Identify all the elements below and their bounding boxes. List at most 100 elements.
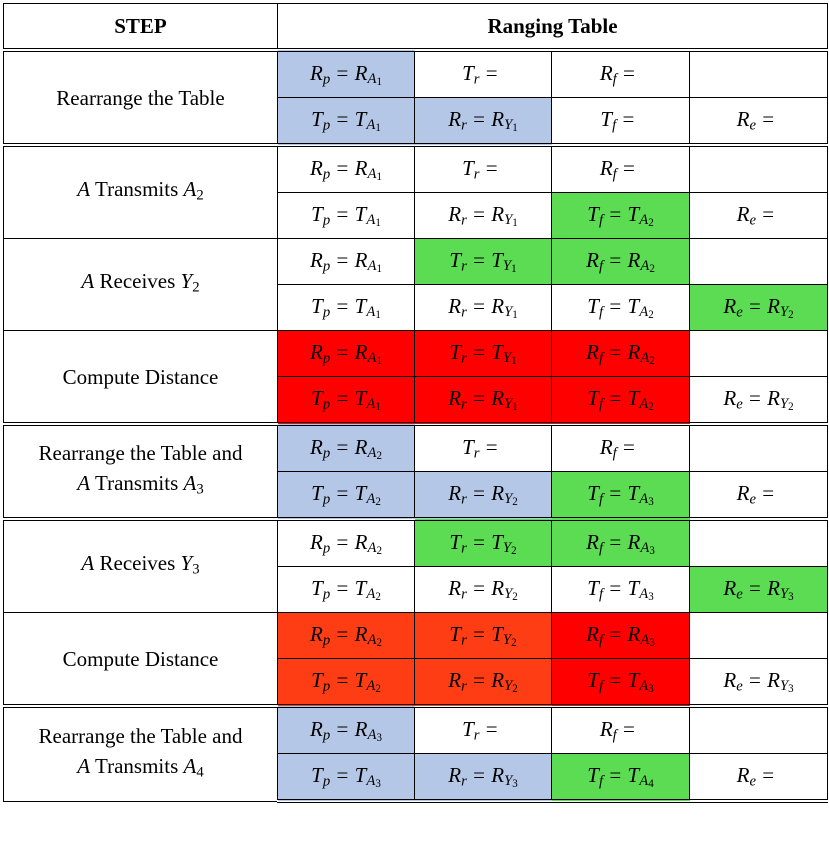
ranging-cell: Tf = TA4 [551, 753, 690, 803]
step-label: Compute Distance [3, 612, 278, 707]
ranging-cell: Rf = RA3 [551, 517, 690, 567]
step-label: Rearrange the Table [3, 48, 278, 146]
table-row: Tp = TA1 Rr = RY1 Tf = Re = [4, 97, 829, 146]
step-label-line: A Transmits A2 [77, 177, 204, 204]
ranging-cell: Tf = [551, 97, 690, 146]
table-row: Compute Distance Rp = RA2 Tr = TY2 Rf = RA3 [3, 612, 829, 707]
table-row: Rearrange the Table and A Transmits A3 Rp =… [3, 422, 829, 520]
ranging-cell [688, 422, 829, 472]
ranging-cell: Tr = [414, 143, 552, 193]
ranging-cell [688, 238, 829, 285]
ranging-cell: Rp = RA2 [277, 612, 415, 659]
ranging-cell: Rf = RA3 [551, 612, 690, 659]
step-label: A Transmits A2 [3, 143, 278, 239]
ranging-cell: Tf = TA3 [551, 566, 690, 613]
table-row: Tp = TA2 Rr = RY2 Tf = TA3 Re = RY3 [4, 658, 829, 707]
table-row: A Transmits A2 Rp = RA1 Tr = Rf = [3, 143, 829, 239]
ranging-cell: Rr = RY2 [414, 471, 552, 520]
step-label-line: Rearrange the Table and [38, 441, 243, 466]
table-row: Tp = TA2 Rr = RY2 Tf = TA3 Re = [4, 471, 829, 520]
ranging-cell: Tr = [414, 704, 552, 754]
ranging-cell [688, 517, 829, 567]
ranging-cell: Tp = TA2 [277, 658, 415, 707]
step-label-line: A Transmits A4 [77, 753, 204, 781]
step-label-line: A Receives Y3 [81, 551, 200, 578]
ranging-cell: Re = RY3 [688, 566, 829, 613]
step-label-line: Rearrange the Table and [38, 723, 243, 748]
ranging-cell [688, 48, 829, 98]
ranging-cell: Rf = [551, 704, 690, 754]
ranging-cell: Re = [688, 753, 829, 803]
ranging-cell: Tr = TY1 [414, 238, 552, 285]
ranging-cell: Tp = TA1 [277, 97, 415, 146]
step-label-line: A Transmits A3 [77, 471, 204, 498]
ranging-cell: Tr = [414, 48, 552, 98]
ranging-cell: Rf = [551, 143, 690, 193]
ranging-cell: Rf = [551, 422, 690, 472]
step-label-line: A Receives Y2 [81, 269, 200, 296]
table-body: Rearrange the Table Rp = RA1 Tr = Rf = Tp = TA1 Rr =… [3, 48, 829, 803]
ranging-cell: Re = RY2 [688, 376, 829, 425]
ranging-cell: Rp = RA1 [277, 238, 415, 285]
ranging-cell: Re = RY3 [688, 658, 829, 707]
ranging-cell: Rp = RA1 [277, 143, 415, 193]
ranging-cell: Tr = TY1 [414, 330, 552, 377]
table-row: Compute Distance Rp = RA1 Tr = TY1 Rf = RA2 [3, 330, 829, 425]
table-row: Tp = TA3 Rr = RY3 Tf = TA4 Re = [4, 753, 829, 803]
ranging-cell: Rr = RY2 [414, 566, 552, 613]
ranging-cell: Tp = TA2 [277, 471, 415, 520]
ranging-cell: Re = [688, 471, 829, 520]
ranging-cell: Rp = RA2 [277, 422, 415, 472]
step-column-header: STEP [3, 3, 278, 51]
ranging-cell: Rr = RY2 [414, 658, 552, 707]
ranging-table-column-header: Ranging Table [276, 3, 829, 51]
table-row: A Receives Y3 Rp = RA2 Tr = TY2 Rf = RA3 [3, 517, 829, 613]
ranging-cell: Rf = [551, 48, 690, 98]
ranging-table: STEP Ranging Table Rearrange the Table Rp… [3, 3, 829, 803]
ranging-cell: Tp = TA1 [277, 376, 415, 425]
ranging-cell: Tf = TA2 [551, 192, 690, 239]
ranging-cell: Rr = RY1 [414, 284, 552, 331]
step-label: Compute Distance [3, 330, 278, 425]
header-row: STEP Ranging Table [3, 3, 829, 51]
ranging-cell: Re = [688, 97, 829, 146]
ranging-cell: Tp = TA1 [277, 192, 415, 239]
ranging-cell: Rp = RA3 [277, 704, 415, 754]
ranging-cell: Tr = TY2 [414, 517, 552, 567]
ranging-cell [688, 704, 829, 754]
ranging-cell [688, 330, 829, 377]
ranging-cell: Rp = RA1 [277, 330, 415, 377]
ranging-cell: Tf = TA2 [551, 284, 690, 331]
ranging-cell: Rr = RY1 [414, 376, 552, 425]
ranging-cell: Tf = TA2 [551, 376, 690, 425]
table-row: Tp = TA1 Rr = RY1 Tf = TA2 Re = [4, 192, 829, 239]
ranging-cell [688, 143, 829, 193]
ranging-cell: Tf = TA3 [551, 471, 690, 520]
table-row: Tp = TA1 Rr = RY1 Tf = TA2 Re = RY2 [4, 284, 829, 331]
step-label: A Receives Y3 [3, 517, 278, 613]
ranging-cell: Rp = RA2 [277, 517, 415, 567]
ranging-cell: Rr = RY1 [414, 97, 552, 146]
ranging-cell: Rp = RA1 [277, 48, 415, 98]
ranging-cell [688, 612, 829, 659]
ranging-cell: Re = RY2 [688, 284, 829, 331]
ranging-cell: Rr = RY3 [414, 753, 552, 803]
ranging-cell: Rr = RY1 [414, 192, 552, 239]
table-row: Tp = TA1 Rr = RY1 Tf = TA2 Re = RY2 [4, 376, 829, 425]
step-label-line: Compute Distance [62, 364, 219, 389]
ranging-cell: Tr = [414, 422, 552, 472]
ranging-cell: Tp = TA3 [277, 753, 415, 803]
ranging-cell: Tp = TA2 [277, 566, 415, 613]
ranging-cell: Rf = RA2 [551, 330, 690, 377]
step-label: Rearrange the Table and A Transmits A4 [3, 704, 278, 802]
table-row: A Receives Y2 Rp = RA1 Tr = TY1 Rf = RA2 [3, 238, 829, 331]
ranging-cell: Rf = RA2 [551, 238, 690, 285]
step-label: Rearrange the Table and A Transmits A3 [3, 422, 278, 520]
ranging-cell: Re = [688, 192, 829, 239]
table-row: Rearrange the Table and A Transmits A4 Rp =… [3, 704, 829, 802]
step-label-line: Compute Distance [62, 646, 219, 671]
ranging-cell: Tr = TY2 [414, 612, 552, 659]
step-label: A Receives Y2 [3, 238, 278, 331]
ranging-cell: Tp = TA1 [277, 284, 415, 331]
ranging-cell: Tf = TA3 [551, 658, 690, 707]
